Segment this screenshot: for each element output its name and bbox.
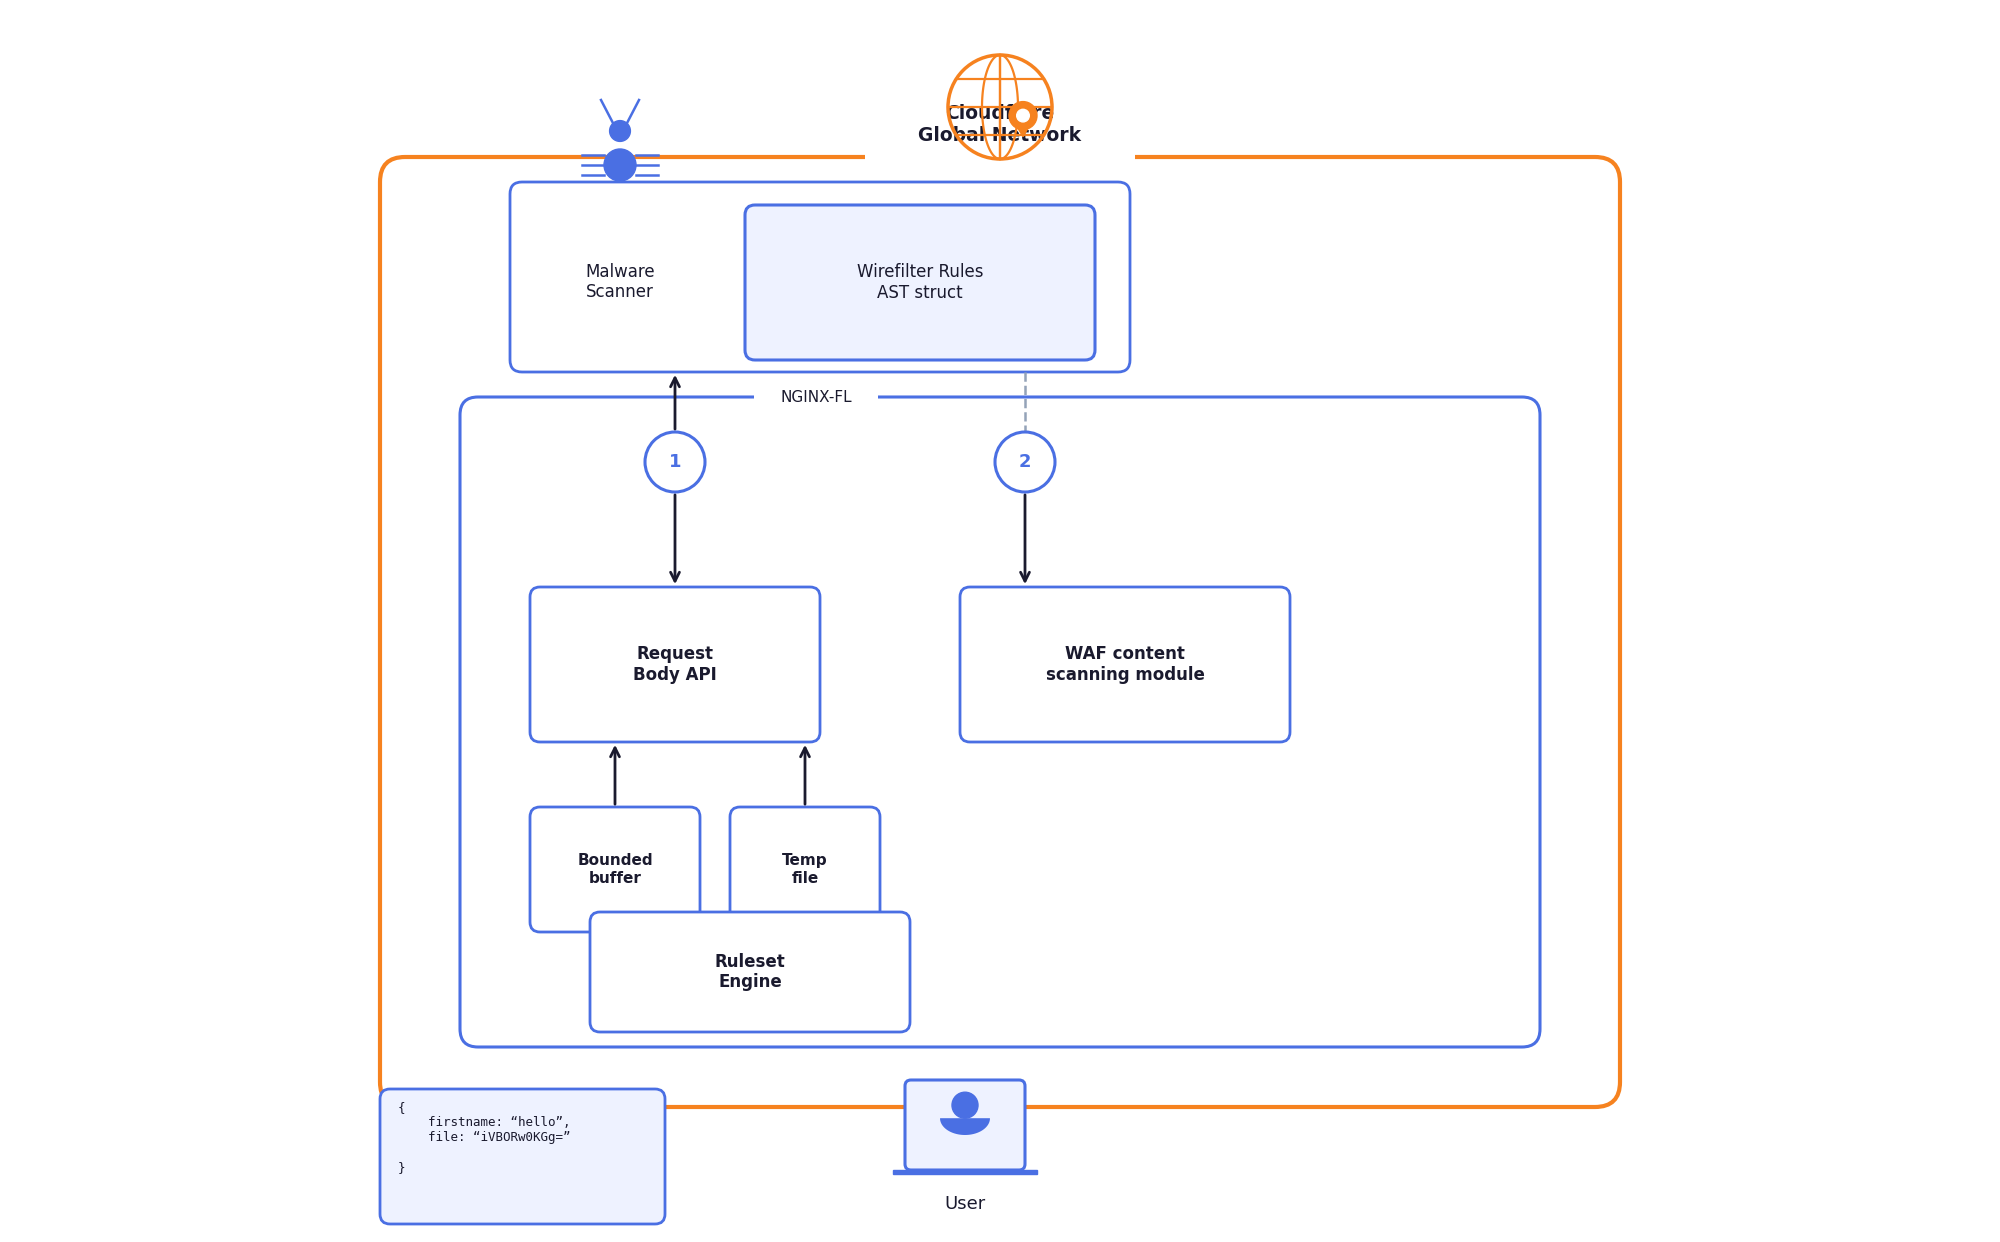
Text: 2: 2 (1018, 453, 1032, 471)
Circle shape (1010, 102, 1036, 129)
FancyBboxPatch shape (590, 912, 910, 1032)
FancyBboxPatch shape (380, 156, 1620, 1107)
FancyBboxPatch shape (744, 205, 1096, 360)
Circle shape (952, 1092, 978, 1118)
Text: NGINX-FL: NGINX-FL (780, 390, 852, 405)
FancyBboxPatch shape (380, 1089, 664, 1225)
Text: User: User (944, 1195, 986, 1213)
Bar (864, 149, 1136, 161)
FancyBboxPatch shape (530, 807, 700, 932)
Text: {
    firstname: “hello”,
    file: “iVBORw0KGg=”

}: { firstname: “hello”, file: “iVBORw0KGg=… (398, 1100, 570, 1174)
FancyBboxPatch shape (730, 807, 880, 932)
Polygon shape (894, 1170, 1036, 1174)
FancyBboxPatch shape (530, 587, 820, 741)
FancyBboxPatch shape (510, 183, 1130, 373)
FancyBboxPatch shape (906, 1081, 1024, 1170)
Text: Bounded
buffer: Bounded buffer (578, 853, 652, 886)
Text: Malware
Scanner: Malware Scanner (586, 262, 654, 302)
Text: Request
Body API: Request Body API (634, 645, 716, 684)
Circle shape (644, 432, 704, 492)
Text: 1: 1 (668, 453, 682, 471)
Bar (754, 389, 878, 401)
Circle shape (610, 120, 630, 142)
Text: Wirefilter Rules
AST struct: Wirefilter Rules AST struct (856, 263, 984, 302)
Text: Cloudflare
Global Network: Cloudflare Global Network (918, 104, 1082, 145)
FancyBboxPatch shape (960, 587, 1290, 741)
Text: Ruleset
Engine: Ruleset Engine (714, 953, 786, 991)
Circle shape (996, 432, 1056, 492)
Text: WAF content
scanning module: WAF content scanning module (1046, 645, 1204, 684)
Polygon shape (1014, 119, 1032, 137)
Circle shape (1016, 109, 1030, 122)
Circle shape (604, 149, 636, 181)
Text: Temp
file: Temp file (782, 853, 828, 886)
FancyBboxPatch shape (460, 397, 1540, 1047)
